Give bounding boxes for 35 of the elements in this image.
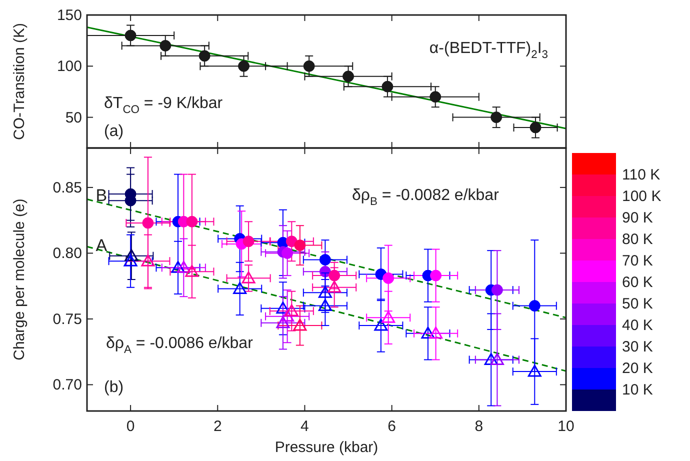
annotation: δT$_{CO}$ = -9 K/kbar (104, 95, 224, 116)
color-bar-label: 70 K (622, 252, 653, 270)
color-bar-label: 60 K (622, 274, 653, 291)
x-tick-label: 8 (474, 418, 484, 435)
annotation: α-(BEDT-TTF)$_{2}$I$_{3}$ (429, 40, 548, 61)
y-tick-label: 150 (56, 7, 82, 24)
annotation: (b) (104, 379, 124, 396)
color-bar-label: 90 K (622, 210, 653, 226)
color-bar-label: 30 K (622, 338, 653, 356)
y-tick-label: 0.70 (52, 376, 82, 394)
x-tick-label: 4 (300, 418, 309, 435)
y-axis-title: Charge per molecule (e) (11, 198, 28, 360)
x-tick-label: 0 (126, 418, 135, 435)
x-axis-title: Pressure (kbar) (274, 439, 378, 456)
x-tick-label: 2 (213, 418, 222, 435)
color-bar-label: 50 K (622, 296, 653, 312)
color-bar-label: 80 K (622, 231, 653, 248)
y-tick-label: 0.80 (52, 245, 82, 262)
color-bar-label: 10 K (622, 382, 653, 398)
color-bar-label: 110 K (622, 166, 660, 184)
y-tick-label: 0.75 (52, 310, 82, 328)
annotation: B (96, 186, 108, 205)
annotation: δρ$_{B}$ = -0.0082 e/kbar (352, 187, 500, 208)
y-tick-label: 100 (56, 58, 82, 76)
annotation: δρ$_{A}$ = -0.0086 e/kbar (106, 335, 254, 356)
y-tick-label: 0.85 (52, 179, 82, 196)
y-axis-title: CO-Transition (K) (11, 23, 28, 140)
annotation: (a) (104, 123, 124, 140)
x-tick-label: 10 (558, 418, 574, 435)
x-tick-label: 6 (388, 418, 396, 435)
y-tick-label: 50 (65, 109, 82, 126)
color-bar-label: 20 K (622, 360, 653, 377)
annotation: A (96, 236, 108, 255)
color-bar-label: 40 K (622, 317, 653, 334)
color-bar-label: 100 K (622, 188, 662, 205)
